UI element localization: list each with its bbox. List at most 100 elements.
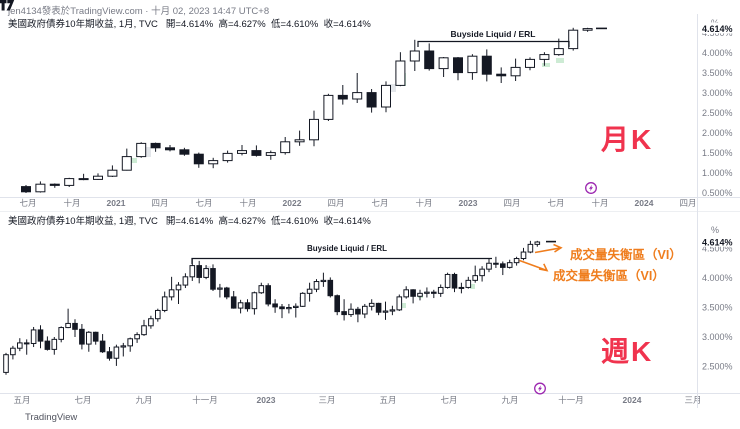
- candle-body: [293, 305, 299, 309]
- candle-body: [141, 325, 147, 336]
- candle-body: [323, 94, 334, 120]
- candle-body: [86, 331, 92, 345]
- candle-body: [120, 345, 127, 348]
- tradingview-logo[interactable]: [0, 0, 15, 11]
- y-axis-tick-label: 4.000%: [702, 273, 733, 283]
- candle-body: [175, 284, 182, 291]
- candle-body: [51, 338, 58, 350]
- candle-body: [189, 265, 196, 278]
- x-axis-label: 七月: [547, 198, 564, 208]
- symbol-name-weekly: 美國政府債券10年期收益, 1週, TVC: [8, 216, 158, 227]
- x-axis-label: 七月: [440, 395, 457, 405]
- candle-body: [382, 310, 389, 313]
- candle-body: [582, 28, 593, 31]
- candle-body: [525, 58, 535, 68]
- candle-body: [320, 279, 327, 283]
- candle-body: [208, 160, 219, 165]
- candle-body: [161, 296, 168, 311]
- candle-body: [78, 178, 89, 181]
- y-axis-tick-label: 3.500%: [702, 303, 733, 313]
- candle-body: [79, 328, 85, 345]
- candle-body: [453, 57, 463, 74]
- candle-body: [106, 351, 113, 359]
- candle-body: [520, 251, 527, 260]
- x-axis-label: 2023: [257, 395, 276, 405]
- candle-body: [486, 262, 492, 270]
- candle-body: [3, 354, 9, 373]
- buyside-liquidity-label-weekly: Buyside Liquid / ERL: [306, 244, 387, 253]
- candle-body: [237, 302, 244, 309]
- x-axis-label: 十月: [591, 198, 608, 208]
- x-axis-label: 四月: [151, 198, 168, 208]
- candle-body: [224, 287, 230, 298]
- candle-body: [113, 346, 120, 359]
- candle-body: [366, 92, 377, 108]
- x-axis-label: 2024: [635, 198, 654, 208]
- x-axis-label: 四月: [503, 198, 520, 208]
- candle-body: [451, 273, 458, 289]
- vi-arrow-1: [534, 243, 563, 254]
- candle-body: [10, 347, 16, 356]
- tradingview-attribution[interactable]: TradingView: [25, 412, 78, 423]
- candle-body: [396, 296, 403, 311]
- candle-body: [424, 291, 430, 294]
- realtime-lightning-icon-monthly: [585, 182, 597, 194]
- candle-body: [368, 302, 375, 307]
- candle-body: [352, 92, 363, 100]
- candle-body: [265, 285, 271, 305]
- candle-body: [431, 291, 437, 294]
- buyside-liquidity-label-monthly: Buyside Liquid / ERL: [450, 29, 536, 39]
- current-price-label-bg: [700, 235, 739, 247]
- x-axis-label: 三月: [318, 395, 335, 405]
- candle-body: [424, 50, 435, 70]
- candle-body: [17, 342, 23, 349]
- current-price-label-bg: [700, 22, 739, 34]
- candle-body: [280, 141, 291, 154]
- x-axis-label: 七月: [195, 198, 212, 208]
- candle-body: [134, 334, 140, 340]
- x-axis-label: 2022: [283, 198, 302, 208]
- y-axis-tick-label: 2.000%: [702, 128, 733, 138]
- x-axis-label: 七月: [19, 198, 36, 208]
- publisher-line: jen4134發表於TradingView.com · 十月 02, 2023 …: [8, 6, 270, 17]
- candle-body: [506, 262, 513, 268]
- monthly-chart-panel: 4.500%4.000%3.500%3.000%2.500%2.000%1.50…: [19, 18, 739, 208]
- candle-body: [230, 296, 237, 309]
- candle-body: [286, 307, 292, 310]
- candle-body: [309, 118, 319, 141]
- candle-body: [410, 289, 416, 297]
- candle-body: [251, 150, 262, 156]
- candle-body: [417, 292, 423, 297]
- candle-body: [527, 243, 534, 253]
- candle-body: [148, 318, 154, 327]
- symbol-name-monthly: 美國政府債券10年期收益, 1月, TVC: [8, 19, 158, 30]
- x-axis-label: 十月: [63, 198, 80, 208]
- x-axis-label: 七月: [371, 198, 388, 208]
- candle-body: [510, 66, 521, 77]
- candle-body: [313, 281, 320, 290]
- weekly-timeframe-marker: 週K: [601, 336, 654, 367]
- candle-body: [395, 60, 406, 86]
- volume-imbalance-box: [388, 84, 396, 92]
- candle-body: [121, 156, 132, 171]
- candle-body: [64, 178, 75, 186]
- candle-body: [553, 48, 564, 56]
- candle-body: [348, 308, 354, 316]
- x-axis-label: 十一月: [558, 395, 584, 405]
- current-price-label: 4.614%: [702, 237, 733, 247]
- candle-body: [92, 331, 99, 342]
- candle-body: [217, 287, 223, 290]
- candle-body: [458, 286, 465, 289]
- candle-body: [21, 186, 31, 193]
- monthly-timeframe-marker: 月K: [601, 124, 654, 155]
- candle-body: [337, 94, 348, 100]
- y-axis-tick-label: 1.500%: [702, 148, 733, 158]
- candle-body: [341, 311, 347, 316]
- candle-body: [279, 306, 285, 310]
- candle-body: [168, 289, 175, 298]
- volume-imbalance-label-1: 成交量失衡區（VI）: [570, 248, 682, 262]
- volume-imbalance-box: [470, 284, 475, 289]
- candle-body: [294, 139, 305, 143]
- candle-body: [500, 263, 506, 268]
- y-axis-tick-label: 0.500%: [702, 188, 733, 198]
